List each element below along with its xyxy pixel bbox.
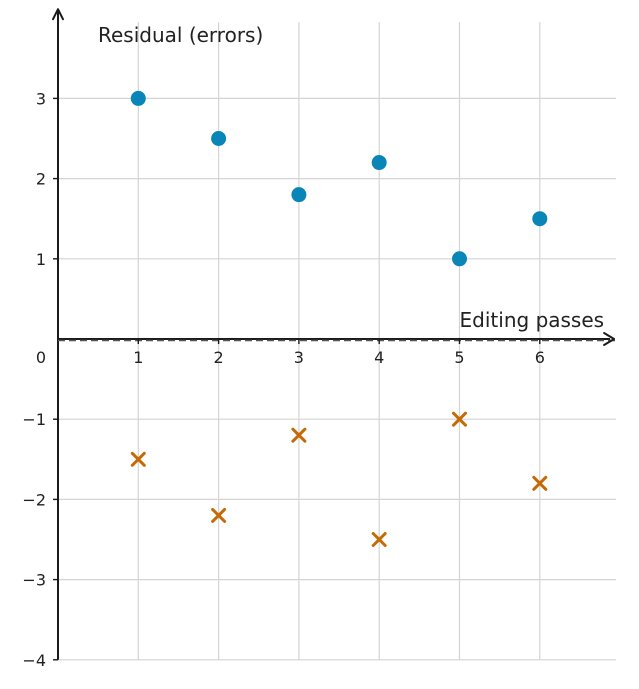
y-tick-label-2: 2 <box>36 170 46 189</box>
y-tick-label-neg3: −3 <box>22 571 46 590</box>
y-tick-label-neg1: −1 <box>22 410 46 429</box>
series-1-point-5 <box>452 251 467 267</box>
x-tick-label-1: 1 <box>133 348 143 367</box>
y-tick-label-1: 1 <box>36 250 46 269</box>
x-tick-label-2: 2 <box>214 348 224 367</box>
tick-labels: 1 2 3 4 5 6 −4 −3 −2 −1 0 1 2 3 <box>22 89 544 669</box>
x-tick-label-6: 6 <box>535 348 545 367</box>
y-tick-label-0: 0 <box>36 348 46 367</box>
y-tick-label-neg4: −4 <box>22 651 46 670</box>
x-tick-label-4: 4 <box>374 348 384 367</box>
series-2-point-6 <box>532 475 548 491</box>
y-axis-arrowhead <box>52 8 64 21</box>
x-tick-label-3: 3 <box>294 348 304 367</box>
y-axis-title: Residual (errors) <box>98 23 263 47</box>
series-2-point-1 <box>130 451 146 467</box>
y-tick-label-neg2: −2 <box>22 490 46 509</box>
series-1-point-4 <box>371 155 387 171</box>
x-axis-arrowhead <box>603 332 616 346</box>
series-1-point-2 <box>211 131 227 146</box>
x-tick-label-5: 5 <box>454 348 464 367</box>
series-2-point-3 <box>291 427 307 443</box>
series-2-point-2 <box>211 507 227 523</box>
series-1-point-1 <box>130 90 146 106</box>
x-axis-title: Editing passes <box>460 308 605 332</box>
data-markers <box>130 90 548 547</box>
y-tick-label-3: 3 <box>36 89 46 108</box>
axes <box>52 8 617 660</box>
series-1-point-3 <box>291 187 307 203</box>
series-2-point-4 <box>371 532 387 547</box>
series-1-point-6 <box>532 211 548 227</box>
series-2-point-5 <box>452 411 467 427</box>
